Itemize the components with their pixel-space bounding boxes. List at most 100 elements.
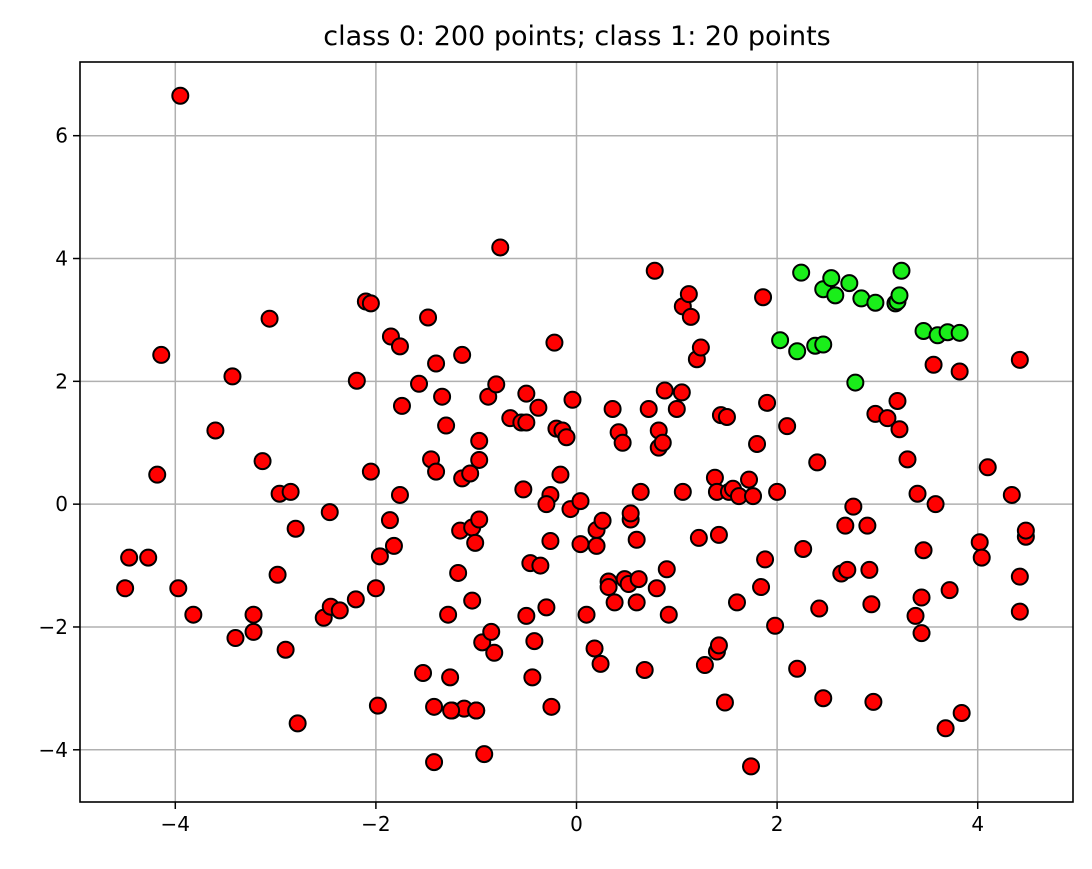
data-point-class-0 (368, 696, 387, 715)
data-point-class-0 (754, 288, 773, 307)
data-point-class-0 (740, 470, 759, 489)
data-point-class-0 (627, 530, 646, 549)
data-point-class-0 (206, 421, 225, 440)
grid-lines (80, 62, 1073, 802)
data-point-class-0 (523, 668, 542, 687)
data-point-class-0 (888, 391, 907, 410)
data-point-class-0 (936, 719, 955, 738)
data-point-class-0 (390, 485, 409, 504)
x-tick-label: 2 (771, 812, 784, 836)
data-point-class-1 (950, 323, 969, 342)
data-point-class-0 (427, 354, 446, 373)
data-point-class-0 (380, 511, 399, 530)
data-point-class-0 (392, 396, 411, 415)
data-point-class-0 (814, 689, 833, 708)
data-point-class-0 (139, 548, 158, 567)
data-point-class-0 (288, 714, 307, 733)
data-point-class-0 (470, 450, 489, 469)
data-point-class-0 (384, 536, 403, 555)
data-point-class-0 (541, 532, 560, 551)
data-point-class-1 (788, 342, 807, 361)
data-point-class-0 (727, 593, 746, 612)
data-point-class-0 (924, 355, 943, 374)
data-point-class-0 (571, 535, 590, 554)
data-point-class-0 (970, 533, 989, 552)
data-point-class-0 (1002, 485, 1021, 504)
data-point-class-0 (810, 599, 829, 618)
data-point-class-0 (410, 374, 429, 393)
data-point-class-0 (244, 622, 263, 641)
data-point-class-0 (758, 393, 777, 412)
y-tick-label: 2 (55, 369, 68, 393)
data-point-class-0 (836, 516, 855, 535)
y-tick-label: 0 (55, 492, 68, 516)
data-point-class-0 (427, 462, 446, 481)
data-point-class-0 (878, 409, 897, 428)
data-point-class-0 (672, 383, 691, 402)
data-point-class-0 (593, 511, 612, 530)
data-point-class-0 (475, 745, 494, 764)
data-point-class-0 (631, 482, 650, 501)
data-point-class-0 (226, 629, 245, 648)
data-point-class-0 (346, 590, 365, 609)
data-point-class-0 (361, 462, 380, 481)
data-point-class-0 (425, 753, 444, 772)
data-point-class-0 (950, 362, 969, 381)
data-point-class-0 (838, 560, 857, 579)
data-point-class-0 (479, 387, 498, 406)
data-point-class-0 (320, 503, 339, 522)
data-point-class-0 (587, 536, 606, 555)
data-point-class-0 (695, 656, 714, 675)
data-point-class-0 (441, 668, 460, 687)
data-point-class-0 (844, 497, 863, 516)
data-point-class-0 (766, 616, 785, 635)
y-tick-label: −4 (39, 738, 68, 762)
axes-frame (79, 61, 1074, 803)
data-point-class-0 (715, 693, 734, 712)
data-point-class-0 (744, 487, 763, 506)
data-point-class-0 (629, 570, 648, 589)
data-point-class-0 (571, 492, 590, 511)
data-point-class-0 (890, 420, 909, 439)
data-point-class-0 (653, 433, 672, 452)
data-point-class-0 (370, 547, 389, 566)
data-point-class-0 (599, 578, 618, 597)
data-point-class-0 (330, 601, 349, 620)
data-point-class-0 (463, 591, 482, 610)
data-point-class-0 (551, 465, 570, 484)
data-point-class-1 (892, 261, 911, 280)
data-point-class-0 (433, 387, 452, 406)
data-point-class-0 (647, 579, 666, 598)
data-point-class-0 (517, 384, 536, 403)
data-point-class-0 (557, 428, 576, 447)
data-point-class-0 (467, 701, 486, 720)
data-point-class-0 (485, 643, 504, 662)
x-tick-label: −2 (361, 812, 390, 836)
data-point-class-0 (627, 593, 646, 612)
data-point-class-0 (439, 605, 458, 624)
data-point-class-1 (840, 274, 859, 293)
data-point-class-0 (860, 560, 879, 579)
data-point-class-0 (466, 533, 485, 552)
data-point-class-0 (1016, 521, 1035, 540)
data-point-class-0 (482, 622, 501, 641)
data-point-class-0 (184, 605, 203, 624)
data-point-class-0 (898, 450, 917, 469)
data-point-class-0 (517, 413, 536, 432)
data-point-class-1 (822, 269, 841, 288)
data-point-class-0 (914, 541, 933, 560)
data-point-class-0 (276, 640, 295, 659)
data-point-class-0 (635, 660, 654, 679)
data-point-class-0 (752, 578, 771, 597)
data-point-class-0 (253, 452, 272, 471)
data-point-class-0 (679, 285, 698, 304)
data-point-class-0 (152, 345, 171, 364)
data-point-class-0 (667, 399, 686, 418)
data-point-class-0 (470, 510, 489, 529)
data-point-class-0 (862, 595, 881, 614)
y-tick-label: 6 (55, 124, 68, 148)
data-point-class-0 (425, 697, 444, 716)
data-point-class-0 (858, 516, 877, 535)
data-point-class-0 (613, 433, 632, 452)
